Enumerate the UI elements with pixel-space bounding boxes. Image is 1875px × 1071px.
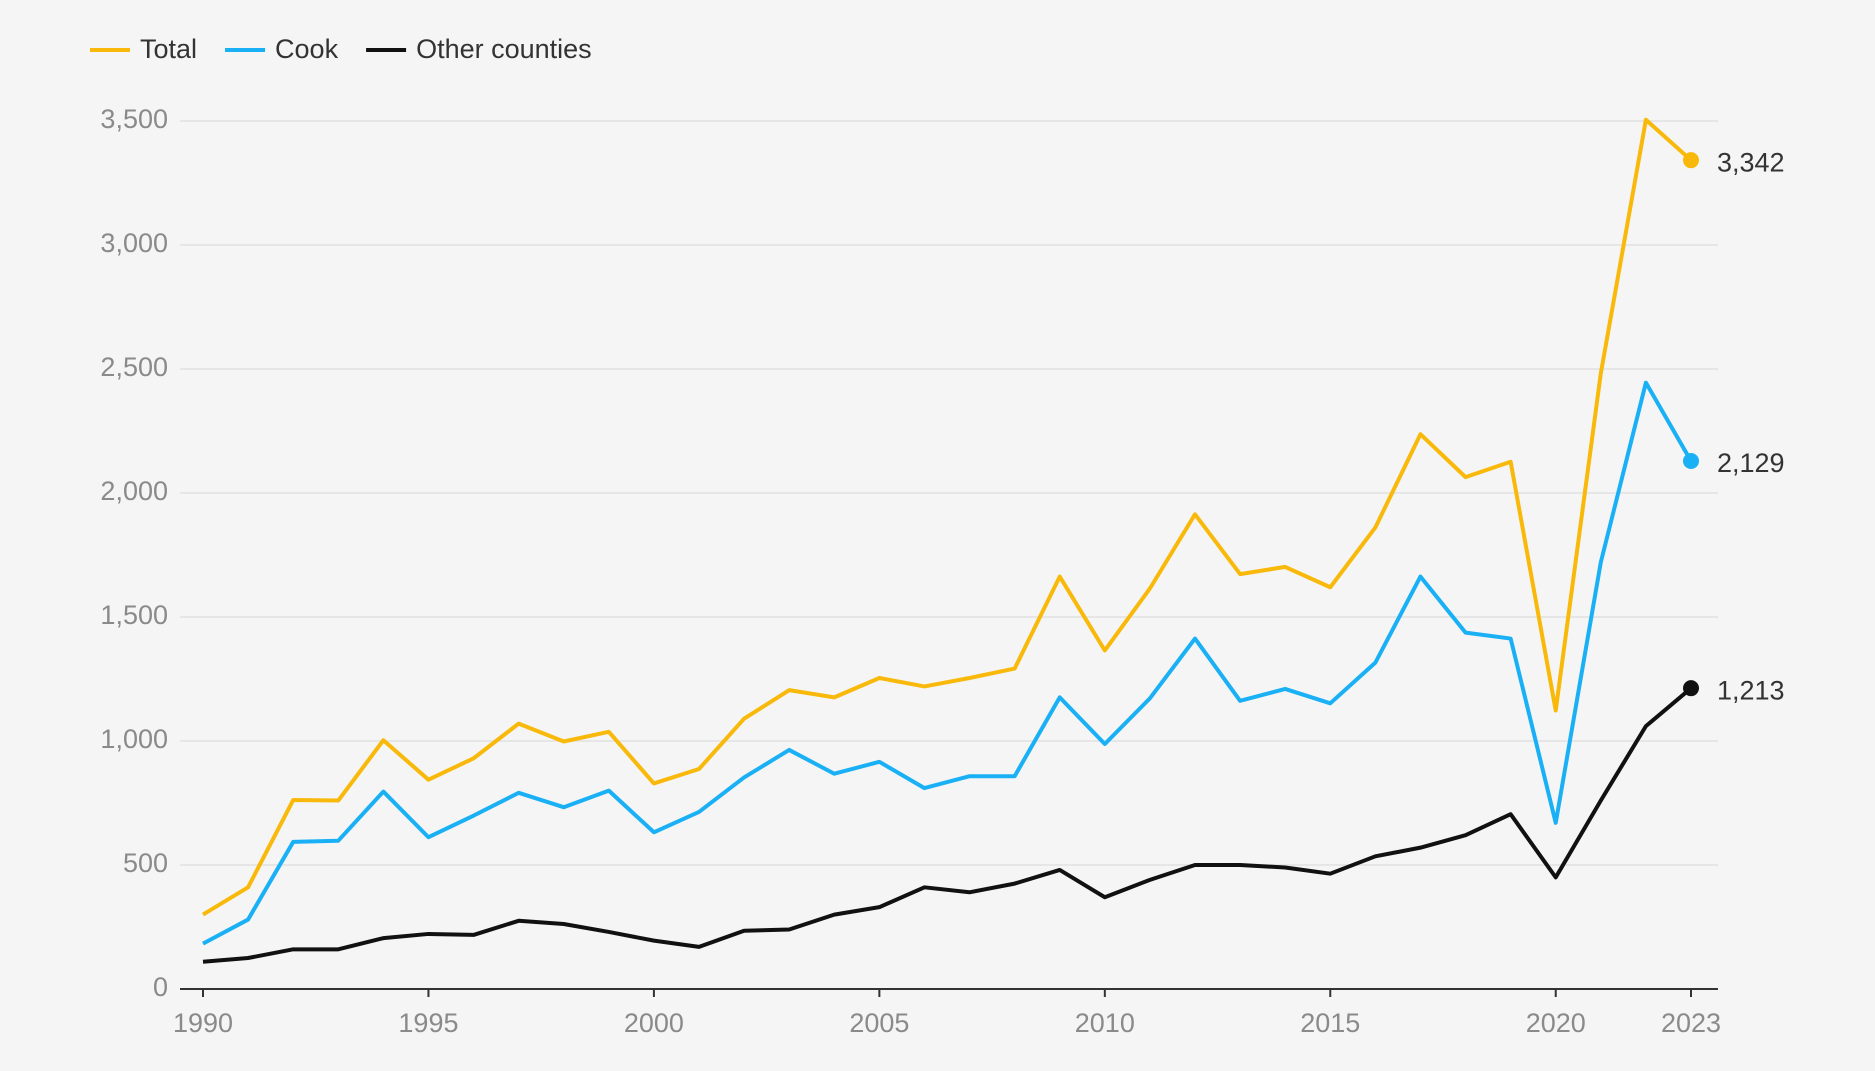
end-label: 3,342 <box>1717 147 1785 177</box>
x-tick-label: 1995 <box>398 1008 458 1038</box>
y-tick-label: 3,000 <box>100 228 168 258</box>
series-line <box>201 117 1693 917</box>
end-label: 1,213 <box>1717 675 1785 705</box>
legend-label: Total <box>140 34 197 64</box>
y-tick-label: 3,500 <box>100 104 168 134</box>
end-point <box>1683 453 1699 470</box>
y-tick-label: 2,000 <box>100 476 168 506</box>
end-point <box>1683 152 1699 169</box>
x-tick-label: 2000 <box>624 1008 684 1038</box>
series-line <box>202 380 1693 946</box>
end-point <box>1683 680 1699 697</box>
y-tick-label: 1,500 <box>100 600 168 630</box>
x-tick-label: 2023 <box>1661 1008 1721 1038</box>
y-tick-label: 0 <box>153 972 168 1002</box>
x-tick-label: 2015 <box>1300 1008 1360 1038</box>
x-tick-label: 2010 <box>1075 1008 1135 1038</box>
x-tick-label: 2020 <box>1526 1008 1586 1038</box>
legend-label: Other counties <box>416 34 592 64</box>
legend-label: Cook <box>275 34 339 64</box>
y-tick-label: 1,000 <box>100 724 168 754</box>
end-label: 2,129 <box>1717 448 1785 478</box>
y-tick-label: 500 <box>123 848 168 878</box>
x-tick-label: 2005 <box>849 1008 909 1038</box>
series-line <box>202 686 1693 964</box>
y-tick-label: 2,500 <box>100 352 168 382</box>
x-tick-label: 1990 <box>173 1008 233 1038</box>
